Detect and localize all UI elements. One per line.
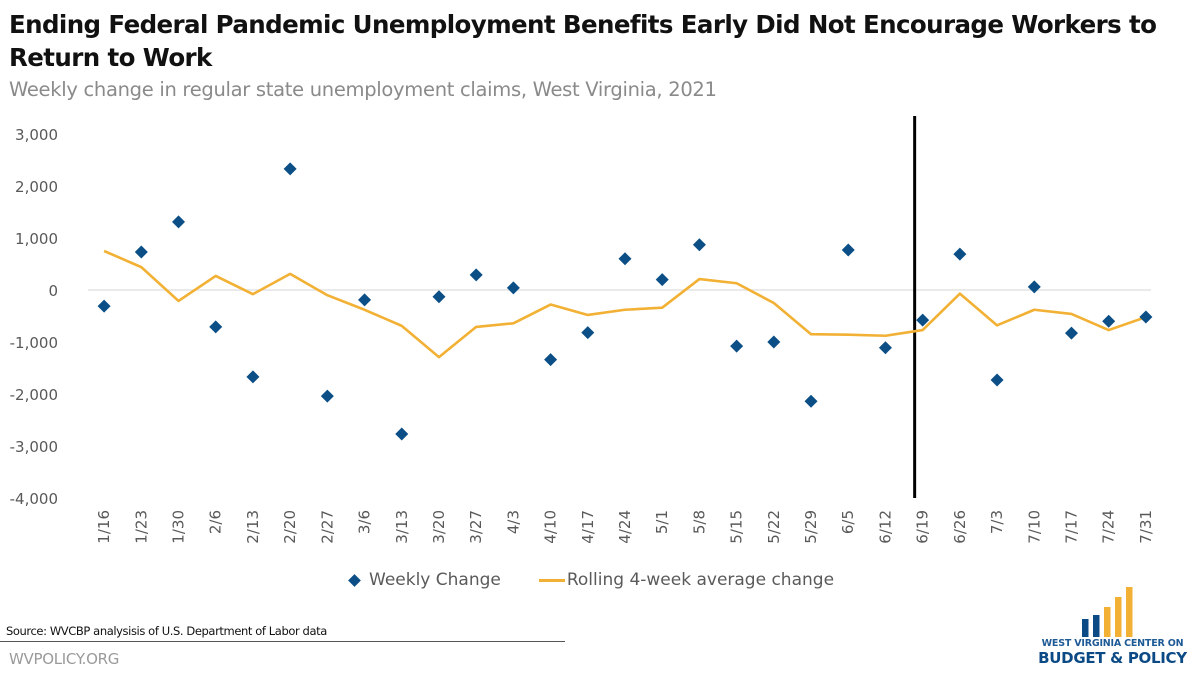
- y-tick-label: 2,000: [15, 178, 58, 196]
- weekly-change-point: [320, 389, 334, 403]
- logo-bar: [1093, 615, 1100, 637]
- weekly-change-point: [916, 313, 930, 327]
- x-tick-label: 2/6: [207, 510, 225, 534]
- y-tick-label: -2,000: [10, 386, 58, 404]
- y-tick-label: -1,000: [10, 334, 58, 352]
- weekly-change-point: [767, 335, 781, 349]
- x-tick-label: 2/20: [281, 510, 299, 544]
- wvcbp-logo: WEST VIRGINIA CENTER ON BUDGET & POLICY: [1030, 585, 1190, 670]
- x-tick-label: 6/19: [914, 510, 932, 544]
- y-tick-label: 0: [48, 282, 58, 300]
- bar-chart-logo-icon: [1082, 587, 1133, 637]
- line-marker-icon: [538, 578, 565, 582]
- weekly-change-point: [97, 299, 111, 313]
- y-axis: 3,000 2,000 1,000 0 -1,000 -2,000 -3,000 -4,000: [10, 126, 58, 508]
- legend-label-weekly: Weekly Change: [369, 570, 501, 590]
- weekly-change-point: [878, 341, 892, 355]
- y-tick-label: 3,000: [15, 126, 58, 144]
- legend: Weekly Change Rolling 4-week average cha…: [348, 570, 835, 590]
- x-tick-label: 7/3: [988, 510, 1006, 534]
- weekly-change-point: [283, 162, 297, 176]
- chart-title: Ending Federal Pandemic Unemployment Ben…: [9, 10, 1157, 72]
- x-tick-label: 6/26: [951, 510, 969, 544]
- logo-text-line2: BUDGET & POLICY: [1038, 649, 1187, 667]
- weekly-change-point: [469, 268, 483, 282]
- weekly-change-point: [581, 326, 595, 340]
- x-tick-label: 7/10: [1025, 510, 1043, 544]
- x-tick-label: 7/24: [1100, 510, 1118, 544]
- weekly-change-point: [134, 245, 148, 259]
- weekly-change-point: [692, 238, 706, 252]
- weekly-change-point: [209, 320, 223, 334]
- logo-text-line1: WEST VIRGINIA CENTER ON: [1041, 638, 1184, 649]
- weekly-change-point: [544, 353, 558, 367]
- x-tick-label: 5/22: [765, 510, 783, 544]
- weekly-change-point: [990, 373, 1004, 387]
- logo-bar: [1104, 607, 1111, 637]
- x-tick-label: 5/29: [802, 510, 820, 544]
- diamond-marker-icon: [348, 573, 361, 587]
- x-axis: 1/16 1/23 1/30 2/6 2/13 2/20 2/27 3/6 3/13 3/20 3/…: [95, 510, 1155, 544]
- weekly-change-point: [618, 252, 632, 266]
- x-tick-label: 5/15: [728, 510, 746, 544]
- x-tick-label: 2/27: [318, 510, 336, 544]
- x-tick-label: 4/3: [504, 510, 522, 534]
- logo-bar: [1115, 597, 1122, 637]
- weekly-change-point: [841, 243, 855, 257]
- chart-subtitle: Weekly change in regular state unemploym…: [9, 78, 717, 101]
- weekly-change-point: [246, 370, 260, 384]
- x-tick-label: 4/24: [616, 510, 634, 544]
- logo-bar: [1126, 587, 1133, 637]
- weekly-change-point: [395, 427, 409, 441]
- y-tick-label: -4,000: [10, 490, 58, 508]
- logo-bar: [1082, 619, 1089, 637]
- rolling-average-line: [103, 249, 1147, 359]
- website-label: WVPOLICY.ORG: [9, 650, 120, 668]
- x-tick-label: 7/17: [1062, 510, 1080, 544]
- x-tick-label: 2/13: [244, 510, 262, 544]
- weekly-change-point: [172, 215, 186, 229]
- weekly-change-point: [1064, 326, 1078, 340]
- x-tick-label: 4/17: [579, 510, 597, 544]
- x-tick-label: 6/5: [839, 510, 857, 534]
- x-tick-label: 1/30: [170, 510, 188, 544]
- weekly-change-point: [506, 281, 520, 295]
- weekly-change-point: [953, 247, 967, 261]
- legend-item-weekly: Weekly Change: [348, 570, 501, 590]
- legend-label-rolling: Rolling 4-week average change: [566, 570, 835, 590]
- source-note: Source: WVCBP analysisis of U.S. Departm…: [6, 624, 327, 638]
- x-tick-label: 3/20: [430, 510, 448, 544]
- x-tick-label: 5/8: [690, 510, 708, 534]
- weekly-change-point: [1139, 310, 1153, 324]
- weekly-change-point: [1102, 314, 1116, 328]
- source-divider: [0, 641, 565, 642]
- x-tick-label: 7/31: [1137, 510, 1155, 544]
- rolling-average-series: [103, 249, 1147, 359]
- x-tick-label: 5/1: [653, 510, 671, 534]
- x-tick-label: 1/23: [132, 510, 150, 544]
- legend-item-rolling: Rolling 4-week average change: [538, 570, 835, 590]
- y-tick-label: 1,000: [15, 230, 58, 248]
- x-tick-label: 6/12: [876, 510, 894, 544]
- x-tick-label: 1/16: [95, 510, 113, 544]
- weekly-change-point: [432, 290, 446, 304]
- x-tick-label: 3/6: [356, 510, 374, 534]
- x-tick-label: 3/27: [467, 510, 485, 544]
- weekly-change-point: [358, 293, 372, 307]
- x-tick-label: 4/10: [542, 510, 560, 544]
- weekly-change-point: [655, 273, 669, 287]
- chart-plot: 3,000 2,000 1,000 0 -1,000 -2,000 -3,000 -4,000…: [10, 116, 1155, 544]
- weekly-change-point: [730, 339, 744, 353]
- weekly-change-point: [1027, 280, 1041, 294]
- x-tick-label: 3/13: [393, 510, 411, 544]
- y-tick-label: -3,000: [10, 438, 58, 456]
- weekly-change-series: [97, 162, 1153, 441]
- weekly-change-point: [804, 394, 818, 408]
